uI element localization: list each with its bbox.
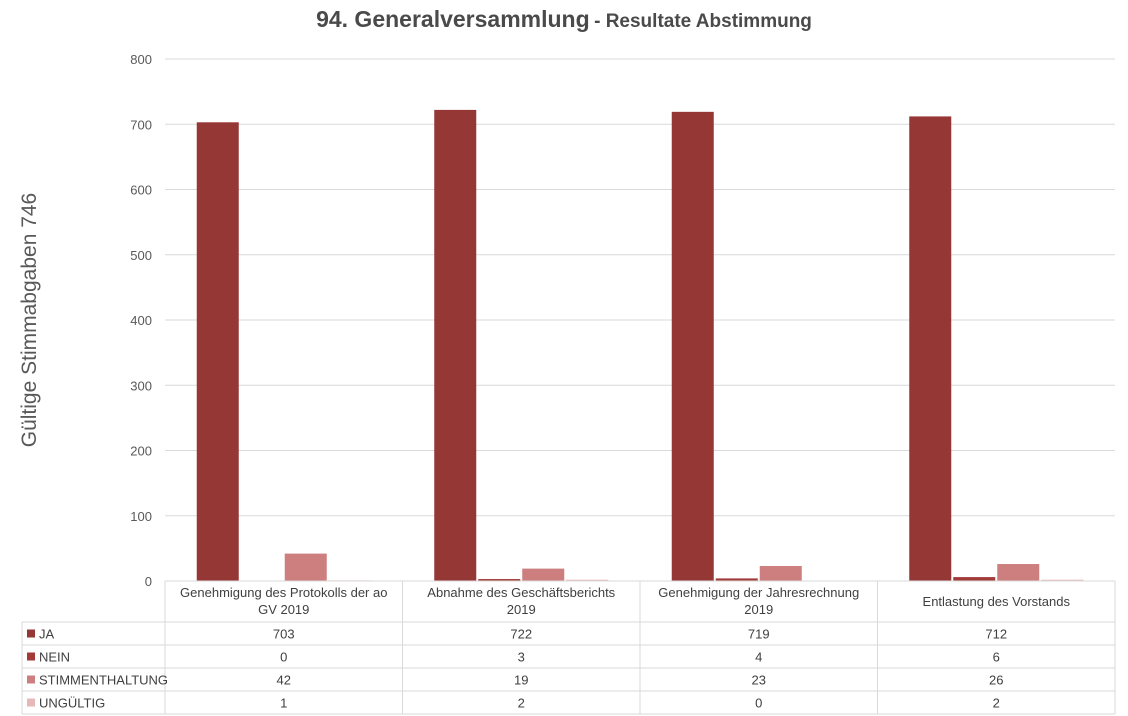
- legend-label: UNGÜLTIG: [39, 696, 105, 711]
- bar: [1041, 579, 1084, 581]
- legend-label: NEIN: [39, 650, 70, 665]
- chart-subtitle: - Resultate Abstimmung: [594, 11, 812, 32]
- data-label: 2: [518, 696, 525, 711]
- x-tick-label: Entlastung des Vorstands: [923, 594, 1071, 609]
- legend-label: STIMMENTHALTUNG: [39, 673, 168, 688]
- y-tick-label: 400: [130, 313, 152, 328]
- x-tick-label: Genehmigung der Jahresrechnung: [658, 585, 859, 600]
- y-tick-label: 600: [130, 183, 152, 198]
- legend-swatch: [27, 675, 35, 684]
- bar: [997, 564, 1040, 581]
- data-label: 703: [273, 627, 295, 642]
- bar: [284, 553, 327, 581]
- x-tick-label: 2019: [507, 602, 536, 617]
- chart-title: 94. Generalversammlung - Resultate Absti…: [0, 6, 1128, 33]
- bar: [434, 109, 477, 582]
- x-tick-label: Abnahme des Geschäftsberichts: [427, 585, 615, 600]
- bar: [715, 578, 758, 581]
- data-label: 1: [280, 696, 287, 711]
- legend-label: JA: [39, 627, 55, 642]
- data-label: 3: [518, 650, 525, 665]
- y-tick-label: 800: [130, 52, 152, 67]
- data-label: 23: [752, 673, 766, 688]
- data-label: 0: [755, 696, 762, 711]
- x-tick-label: GV 2019: [258, 602, 309, 617]
- bar: [671, 111, 714, 581]
- data-label: 2: [993, 696, 1000, 711]
- y-tick-label: 300: [130, 378, 152, 393]
- y-tick-label: 700: [130, 117, 152, 132]
- data-label: 722: [510, 627, 532, 642]
- data-label: 19: [514, 673, 528, 688]
- bar: [478, 579, 521, 581]
- legend-swatch: [27, 629, 35, 638]
- y-tick-label: 200: [130, 444, 152, 459]
- bar: [522, 568, 565, 581]
- bar: [196, 122, 239, 581]
- legend-swatch: [27, 698, 35, 707]
- x-tick-label: Genehmigung des Protokolls der ao: [180, 585, 387, 600]
- y-tick-label: 0: [145, 574, 152, 589]
- legend-swatch: [27, 652, 35, 661]
- bar: [759, 565, 802, 581]
- data-label: 4: [755, 650, 762, 665]
- data-label: 26: [989, 673, 1003, 688]
- x-tick-label: 2019: [744, 602, 773, 617]
- data-label: 6: [993, 650, 1000, 665]
- data-label: 719: [748, 627, 770, 642]
- data-label: 712: [985, 627, 1007, 642]
- data-label: 0: [280, 650, 287, 665]
- data-label: 42: [277, 673, 291, 688]
- bar: [953, 577, 996, 581]
- bar: [909, 116, 952, 582]
- y-tick-label: 500: [130, 248, 152, 263]
- y-tick-label: 100: [130, 509, 152, 524]
- chart-title-main: 94. Generalversammlung: [316, 6, 590, 32]
- bar: [566, 579, 609, 581]
